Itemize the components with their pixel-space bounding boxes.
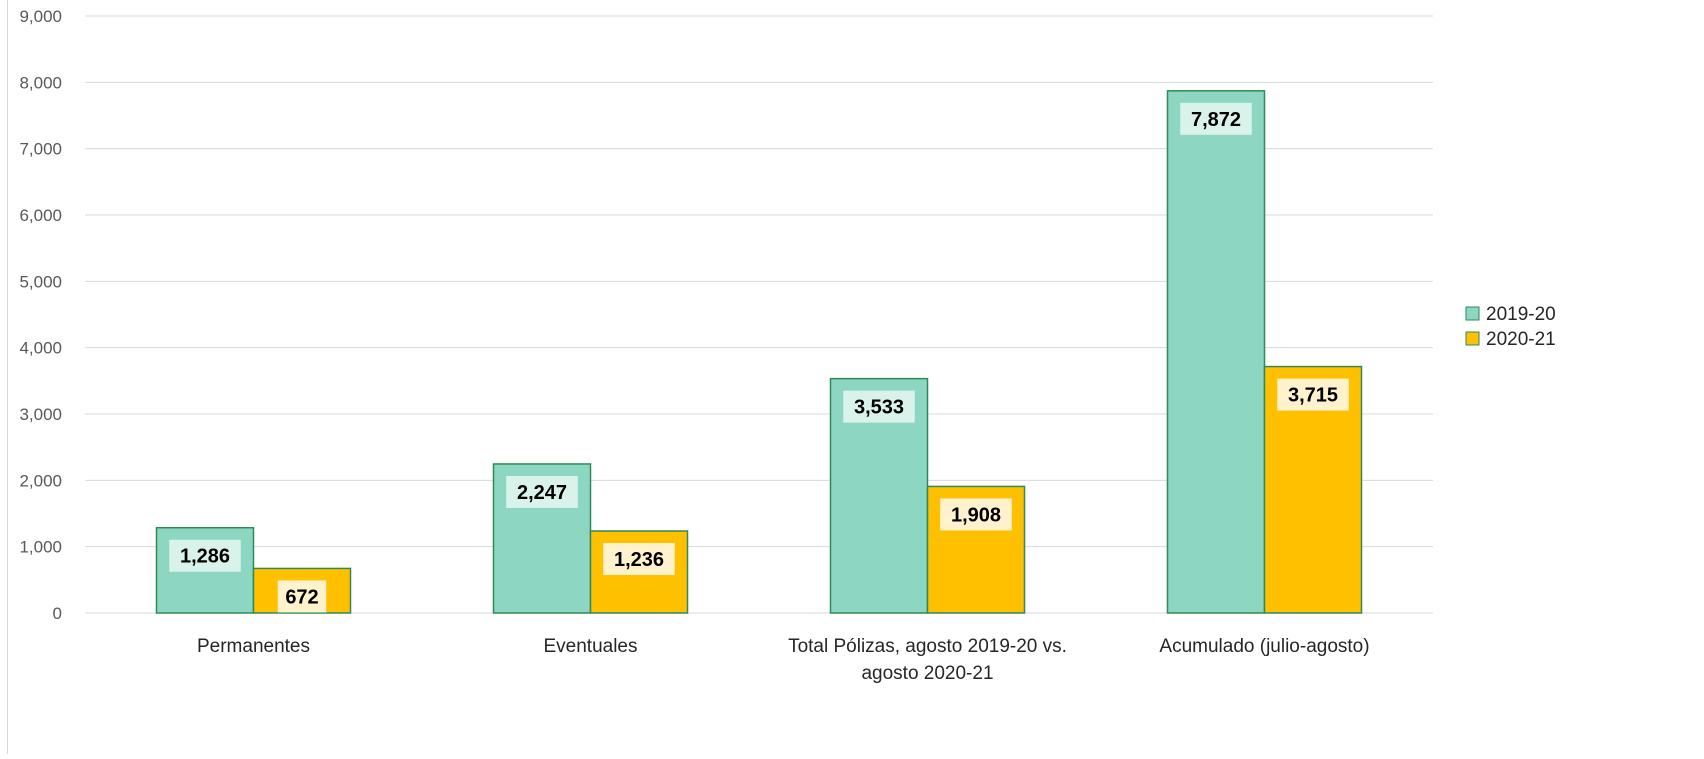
data-label: 3,533	[854, 397, 904, 419]
legend-swatch-2019-20	[1465, 306, 1480, 321]
x-category-label: Acumulado (julio-agosto)	[1159, 636, 1369, 657]
legend: 2019-20 2020-21	[1465, 304, 1556, 350]
y-tick-label: 5,000	[19, 272, 62, 291]
x-axis: Permanentes Eventuales Total Pólizas, agos…	[197, 636, 1370, 684]
gridlines	[85, 15, 1433, 614]
y-tick-label: 3,000	[19, 405, 62, 424]
y-tick-label: 2,000	[19, 471, 62, 490]
data-label-box	[506, 475, 578, 508]
data-label: 2,247	[517, 482, 567, 504]
y-tick-label: 0	[53, 604, 62, 623]
x-category-label: Permanentes	[197, 636, 310, 657]
data-label-box	[1180, 102, 1252, 135]
legend-label: 2020-21	[1486, 329, 1556, 350]
data-label: 1,908	[951, 504, 1001, 526]
chart-border	[7, 0, 8, 754]
bar-2019-20	[1166, 90, 1266, 614]
data-label-box	[277, 580, 327, 613]
data-label: 3,715	[1288, 385, 1338, 407]
data-label: 7,872	[1191, 109, 1241, 131]
data-label-box	[843, 390, 915, 423]
y-tick-label: 1,000	[19, 538, 62, 557]
data-label: 1,286	[180, 546, 230, 568]
data-label-box	[169, 539, 241, 572]
data-label-box	[940, 498, 1012, 531]
data-labels: 1,286 2,247 3,533 7,872 672 1,236 1,908 3,715	[169, 102, 1349, 613]
y-tick-label: 7,000	[19, 140, 62, 159]
data-label: 672	[285, 586, 318, 608]
data-label-box	[603, 543, 675, 576]
legend-label: 2019-20	[1486, 304, 1556, 325]
y-tick-label: 4,000	[19, 339, 62, 358]
y-tick-label: 9,000	[19, 7, 62, 26]
y-tick-label: 6,000	[19, 206, 62, 225]
y-tick-label: 8,000	[19, 73, 62, 92]
data-label-box	[1277, 378, 1349, 411]
data-label: 1,236	[614, 549, 664, 571]
x-category-label: Eventuales	[543, 636, 637, 657]
y-axis: 0 1,000 2,000 3,000 4,000 5,000 6,000 7,000 8,00…	[19, 7, 62, 623]
x-category-label: agosto 2020-21	[861, 663, 993, 684]
x-category-label: Total Pólizas, agosto 2019-20 vs.	[788, 636, 1067, 657]
legend-swatch-2020-21	[1465, 331, 1480, 346]
bars	[155, 90, 1363, 614]
